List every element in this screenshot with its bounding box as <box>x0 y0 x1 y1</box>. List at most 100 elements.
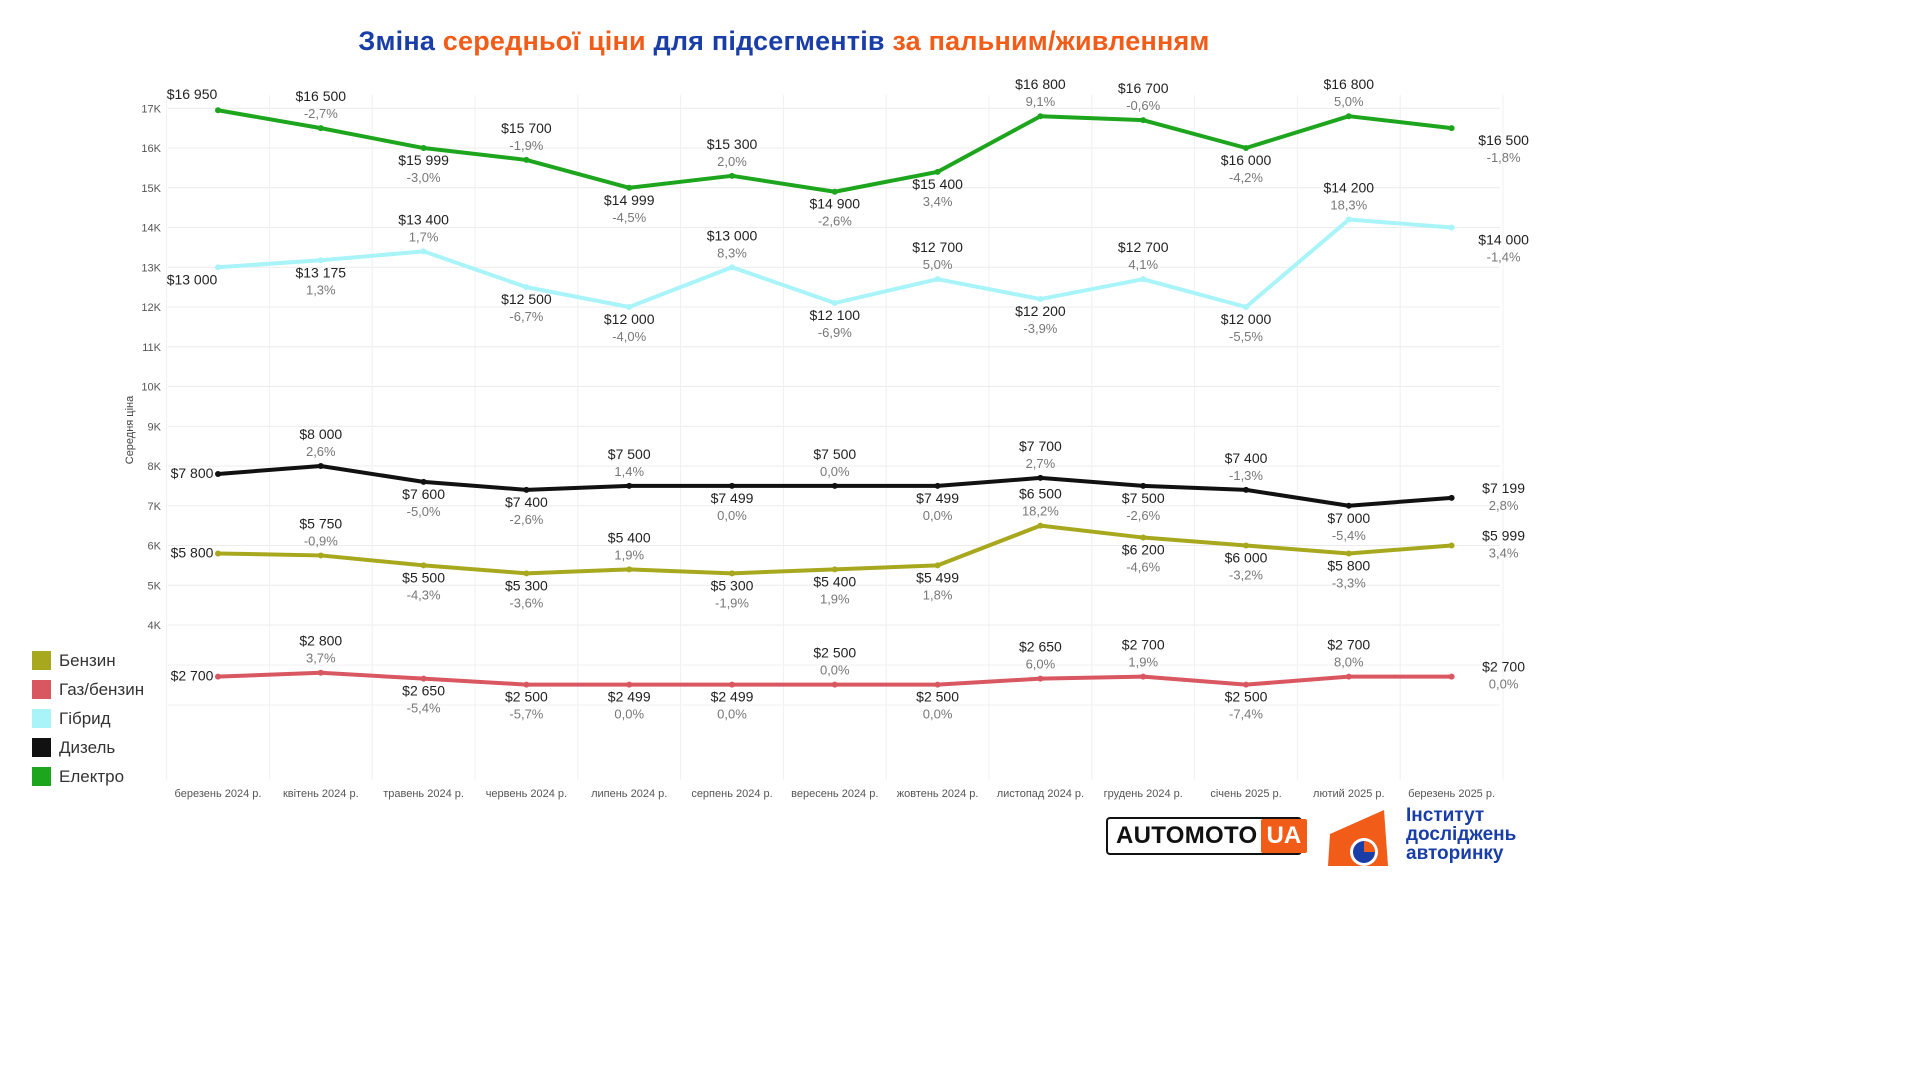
price-label: $7 199 <box>1482 480 1525 496</box>
legend: Бензин Газ/бензин Гібрид Дизель Електро <box>32 646 144 791</box>
price-label: $16 500 <box>1478 132 1529 148</box>
x-tick-label: вересень 2024 р. <box>791 788 878 800</box>
change-label: 0,0% <box>820 464 850 479</box>
change-label: 1,3% <box>306 282 336 297</box>
change-label: 8,0% <box>1334 655 1364 670</box>
data-point <box>1345 550 1352 557</box>
x-tick-label: листопад 2024 р. <box>997 788 1084 800</box>
price-label: $5 999 <box>1482 528 1525 544</box>
legend-item: Газ/бензин <box>32 675 144 704</box>
change-label: 0,0% <box>717 707 747 722</box>
price-label: $6 200 <box>1122 542 1165 558</box>
data-point <box>317 463 324 469</box>
price-label: $15 700 <box>501 120 552 136</box>
change-label: 9,1% <box>1026 94 1056 109</box>
price-label: $13 400 <box>398 211 449 227</box>
automoto-logo-text: AUTOMOTO <box>1116 822 1258 849</box>
price-label: $2 500 <box>505 689 548 705</box>
data-point <box>317 125 324 132</box>
change-label: 1,7% <box>409 229 439 244</box>
data-point <box>215 470 221 477</box>
series-line <box>216 108 1454 194</box>
change-label: -1,4% <box>1487 250 1521 265</box>
change-label: 0,0% <box>717 508 747 523</box>
price-label: $16 000 <box>1221 152 1272 168</box>
price-label: $5 400 <box>813 573 856 589</box>
title-part: за пальним/живленням <box>892 26 1210 56</box>
price-label: $2 700 <box>1482 659 1525 675</box>
data-point <box>1037 296 1044 303</box>
change-label: -3,3% <box>1332 575 1366 590</box>
change-label: 6,0% <box>1026 657 1056 672</box>
data-point <box>626 304 633 310</box>
data-point <box>1140 482 1147 489</box>
automoto-logo: AUTOMOTO UA <box>1106 817 1308 855</box>
institute-logo: Інститут досліджень авторинку <box>1326 806 1546 870</box>
price-label: $7 600 <box>402 486 445 502</box>
price-label: $14 200 <box>1323 180 1374 196</box>
price-label: $12 500 <box>501 291 552 307</box>
change-label: -4,6% <box>1126 560 1160 575</box>
data-point <box>729 570 735 577</box>
data-point <box>523 284 530 291</box>
price-label: $7 500 <box>813 446 856 462</box>
data-point <box>215 550 221 557</box>
data-point <box>1345 673 1352 680</box>
data-point <box>1140 673 1147 680</box>
legend-label: Гібрид <box>59 708 111 728</box>
price-label: $2 500 <box>916 689 959 705</box>
data-point <box>420 145 427 152</box>
price-label: $7 500 <box>608 446 651 462</box>
data-point <box>831 566 838 573</box>
price-label: $2 499 <box>711 689 754 705</box>
price-label: $7 000 <box>1327 510 1370 526</box>
price-label: $12 000 <box>604 311 655 327</box>
data-point <box>420 248 427 255</box>
change-label: -1,9% <box>715 595 749 610</box>
change-label: 3,4% <box>923 194 953 209</box>
x-tick-label: серпень 2024 р. <box>691 788 772 800</box>
legend-item: Дизель <box>32 733 144 762</box>
y-tick-label: 5K <box>148 580 162 592</box>
change-label: -5,5% <box>1229 329 1263 344</box>
x-tick-label: травень 2024 р. <box>383 788 464 800</box>
legend-label: Дизель <box>59 737 116 757</box>
line-chart: 4K 5K 6K 7K 8K 9K 10K 11K 12K 13K 14K 15K 16K 17K Сере… <box>124 76 1529 800</box>
price-label: $12 100 <box>809 307 860 323</box>
data-point <box>1448 224 1455 231</box>
change-label: -6,7% <box>509 309 543 324</box>
change-label: -5,0% <box>407 504 441 519</box>
price-label: $2 499 <box>608 689 651 705</box>
change-label: -0,6% <box>1126 98 1160 113</box>
price-label: $14 999 <box>604 192 655 208</box>
data-point <box>831 482 838 489</box>
price-label: $5 400 <box>608 529 651 545</box>
legend-swatch <box>32 651 51 670</box>
y-tick-label: 9K <box>148 421 162 433</box>
price-label: $5 750 <box>299 515 342 531</box>
legend-item: Гібрид <box>32 704 144 733</box>
change-label: -1,3% <box>1229 468 1263 483</box>
y-tick-label: 15K <box>141 183 161 195</box>
data-point <box>1037 113 1044 120</box>
change-label: -2,6% <box>509 512 543 527</box>
data-point <box>729 264 735 271</box>
price-label: $12 000 <box>1221 311 1272 327</box>
data-point <box>523 570 530 577</box>
change-label: -3,6% <box>509 595 543 610</box>
price-label: $8 000 <box>299 426 342 442</box>
legend-label: Електро <box>59 766 125 786</box>
change-label: -1,9% <box>509 138 543 153</box>
change-label: -4,0% <box>612 329 646 344</box>
price-label: $5 499 <box>916 569 959 585</box>
data-point <box>1448 125 1455 132</box>
data-point <box>1037 474 1044 481</box>
data-point <box>934 681 941 688</box>
x-tick-label: березень 2025 р. <box>1408 788 1495 800</box>
y-tick-label: 12K <box>141 302 161 314</box>
change-label: -3,2% <box>1229 568 1263 583</box>
data-point <box>1243 304 1249 310</box>
institute-logo-icon <box>1328 810 1388 866</box>
change-label: -6,9% <box>818 325 852 340</box>
price-label: $2 800 <box>299 633 342 649</box>
